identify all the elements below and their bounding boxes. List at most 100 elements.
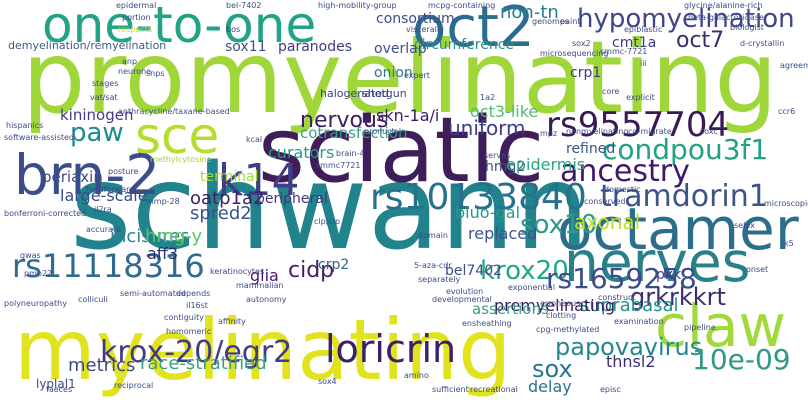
word: paranodes	[278, 40, 352, 54]
word: curators	[268, 145, 334, 161]
word: oct3-like	[470, 104, 538, 120]
word: crp1	[570, 66, 601, 80]
word: whr	[132, 152, 147, 160]
word: thnsl2	[606, 354, 656, 370]
word: bel-7402	[226, 2, 261, 10]
word: vat/sat	[90, 94, 118, 102]
word: loricrin	[325, 330, 456, 368]
word: d-crystallin	[740, 40, 784, 48]
word: methylcytosine	[150, 156, 211, 164]
word: soxc	[700, 128, 718, 136]
word: bluo-gal	[455, 205, 520, 221]
word: replaced	[468, 226, 537, 242]
word: domestic	[604, 186, 641, 194]
word: domain	[418, 232, 448, 240]
word: delay	[528, 379, 572, 395]
word: anthracycline/taxane-based	[118, 108, 230, 116]
word: pxk	[656, 268, 681, 282]
word: co-migrate	[628, 128, 672, 136]
word: reciprocal	[114, 382, 153, 390]
word: terminal	[200, 170, 258, 184]
word: epidermal	[116, 2, 156, 10]
word: sox2	[572, 40, 591, 48]
word: exponential	[508, 284, 555, 292]
word: amino	[404, 372, 429, 380]
word: uniform	[448, 118, 526, 138]
word: serves	[484, 152, 510, 160]
word: ensheathing	[462, 320, 512, 328]
word: agreement	[780, 62, 808, 70]
word: il2ra	[94, 206, 112, 214]
word: examination	[614, 318, 664, 326]
word: peripheral	[256, 192, 328, 206]
word: overlap	[374, 42, 427, 56]
word: pmp22	[24, 270, 52, 278]
word: genomes	[532, 18, 569, 26]
word: anp	[122, 58, 137, 66]
word: microsequencing	[540, 50, 608, 58]
word: epidermis	[506, 157, 585, 173]
word: oct7	[676, 30, 724, 52]
word: iii	[640, 60, 647, 68]
word: refined	[566, 142, 615, 156]
word: selex	[734, 222, 755, 230]
word: demyelination/remyelination	[8, 40, 166, 51]
word: smmc7721	[316, 162, 361, 170]
word: axonal	[574, 212, 640, 232]
word: contiguity	[164, 314, 204, 322]
word: hispanics	[6, 122, 43, 130]
word: sox4	[318, 378, 337, 386]
word: separately	[418, 276, 460, 284]
word: recreational	[470, 386, 518, 394]
word: sce	[135, 111, 219, 161]
word: sox11	[225, 40, 267, 54]
word: gwas	[20, 252, 41, 260]
word: accurate	[86, 226, 121, 234]
word: construct	[598, 294, 636, 302]
word: microscopic	[764, 200, 808, 208]
word: k5	[784, 240, 794, 248]
word: mcpg-containing	[428, 2, 495, 10]
word: crp2	[318, 258, 349, 272]
word: ccr6	[778, 108, 795, 116]
word: skn-1a/i	[376, 108, 439, 124]
word: episc	[600, 386, 621, 394]
word: posture	[108, 168, 138, 176]
word: 1a2	[480, 94, 495, 102]
word: high-mobility-group	[318, 2, 397, 10]
word: depends	[176, 290, 210, 298]
word: assertions	[472, 302, 549, 317]
word: conserved	[584, 198, 625, 206]
word: onset	[746, 266, 768, 274]
word: oatp1a2	[190, 190, 264, 208]
word: erroneous	[540, 300, 580, 308]
word: software-assisted	[4, 134, 74, 142]
word: cpg-methylated	[536, 326, 599, 334]
word: pipeline	[684, 324, 716, 332]
word: shotgun	[362, 88, 407, 99]
word: stages	[92, 80, 118, 88]
word: explicit	[626, 94, 655, 102]
word: aff3	[147, 246, 178, 262]
word: periaxin	[42, 170, 103, 185]
word: faeces	[46, 386, 72, 394]
word: beta-galactosidase	[688, 14, 764, 22]
word: biologist	[730, 24, 764, 32]
word: clp/clp	[314, 218, 340, 226]
word: developmental	[432, 296, 492, 304]
word: homomeric	[166, 328, 211, 336]
word: autonomy	[246, 296, 287, 304]
word: core	[602, 88, 619, 96]
word: mmp-28	[146, 198, 180, 206]
word: mpz	[540, 130, 557, 138]
word: race-stratified	[140, 355, 267, 373]
word: affinity	[218, 318, 246, 326]
word: nonmyelinating	[566, 128, 628, 136]
word: circumference	[414, 38, 514, 52]
word: respects	[118, 26, 152, 34]
word: epiblastic	[624, 26, 662, 34]
word: bos	[226, 26, 240, 34]
word: bonferroni-corrected	[4, 210, 86, 218]
word: kcal	[246, 136, 262, 144]
